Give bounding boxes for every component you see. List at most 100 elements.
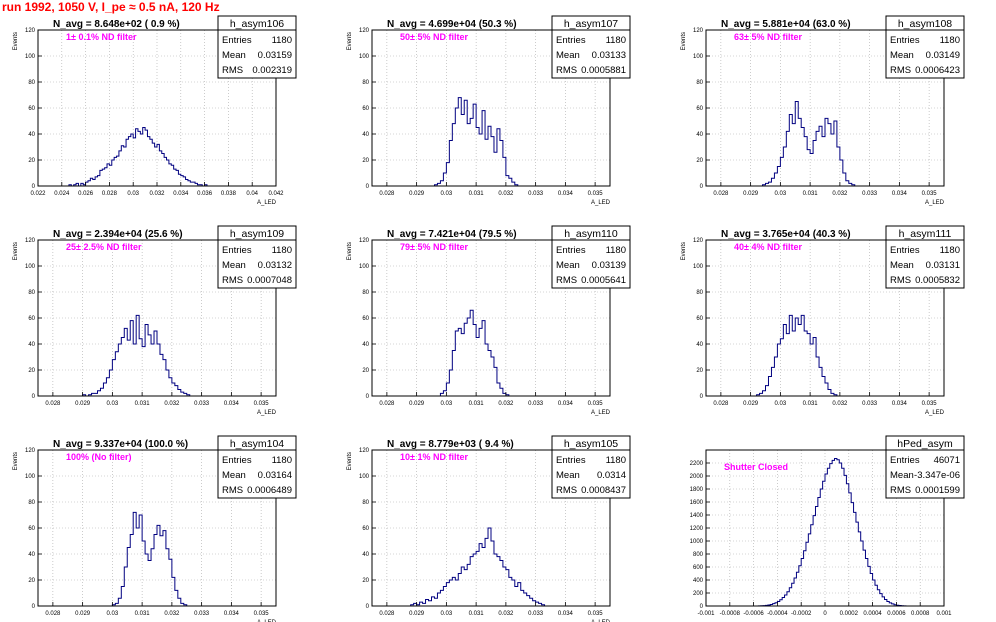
x-tick-label: 0.033 bbox=[194, 611, 210, 617]
x-tick-label: 0.03 bbox=[441, 401, 453, 407]
y-axis-label: Events bbox=[347, 32, 353, 50]
stats-entries-value: 1180 bbox=[606, 35, 626, 46]
y-tick-label: 40 bbox=[28, 342, 35, 348]
y-tick-label: 40 bbox=[362, 342, 369, 348]
histogram-outline bbox=[756, 314, 838, 396]
stats-rms-value: 0.002319 bbox=[252, 65, 292, 76]
stats-box bbox=[217, 225, 297, 289]
stats-entries-value: 1180 bbox=[940, 35, 960, 46]
y-tick-label: 100 bbox=[25, 264, 36, 270]
stats-rms-value: 0.0001599 bbox=[915, 485, 960, 496]
y-tick-label: 0 bbox=[366, 604, 370, 610]
x-tick-label: 0.035 bbox=[254, 401, 270, 407]
y-tick-label: 1200 bbox=[690, 526, 704, 532]
stats-rms-value: 0.0005832 bbox=[915, 275, 960, 286]
stats-rms-value: 0.0007048 bbox=[247, 275, 292, 286]
stats-entries-value: 46071 bbox=[934, 455, 960, 466]
y-tick-label: 60 bbox=[28, 316, 35, 322]
filter-label: 50± 5% ND filter bbox=[400, 32, 468, 42]
stats-rms-value: 0.0005881 bbox=[581, 65, 626, 76]
y-tick-label: 60 bbox=[362, 526, 369, 532]
y-tick-label: 60 bbox=[696, 106, 703, 112]
x-tick-label: 0.03 bbox=[107, 611, 119, 617]
x-tick-label: 0.035 bbox=[254, 611, 270, 617]
y-tick-label: 20 bbox=[362, 578, 369, 584]
histogram-panel-h_asym105: 0.028 0.029 0.03 0.031 0.032 0.033 0.034 0.035 0… bbox=[347, 435, 631, 622]
y-tick-label: 100 bbox=[693, 54, 704, 60]
x-tick-label: 0.029 bbox=[75, 611, 91, 617]
y-tick-label: 100 bbox=[359, 474, 370, 480]
y-tick-label: 60 bbox=[28, 106, 35, 112]
x-tick-label: 0.034 bbox=[173, 191, 189, 197]
y-axis-label: Events bbox=[347, 452, 353, 470]
stats-mean-value: 0.0314 bbox=[597, 470, 626, 481]
stats-box bbox=[551, 225, 631, 289]
x-tick-label: 0.035 bbox=[922, 191, 938, 197]
histogram-outline bbox=[111, 511, 188, 606]
y-tick-label: 60 bbox=[362, 316, 369, 322]
x-tick-label: 0.042 bbox=[268, 191, 284, 197]
x-tick-label: 0.028 bbox=[713, 401, 729, 407]
filter-label: Shutter Closed bbox=[724, 462, 788, 472]
stats-box bbox=[885, 225, 965, 289]
y-tick-label: 80 bbox=[696, 290, 703, 296]
x-tick-label: 0.035 bbox=[588, 191, 604, 197]
stats-rms-value: 0.0006423 bbox=[915, 65, 960, 76]
histogram-panel-h_asym111: 0.028 0.029 0.03 0.031 0.032 0.033 0.034 0.035 0… bbox=[681, 225, 965, 416]
y-tick-label: 0 bbox=[32, 184, 36, 190]
x-tick-label: 0.0008 bbox=[911, 611, 930, 617]
histogram-name: h_asym107 bbox=[564, 18, 618, 30]
x-tick-label: 0.03 bbox=[441, 191, 453, 197]
x-tick-label: 0.029 bbox=[75, 401, 91, 407]
x-tick-label: 0.031 bbox=[135, 401, 151, 407]
n-avg-label: N_avg = 9.337e+04 (100.0 %) bbox=[53, 439, 188, 450]
filter-label: 63± 5% ND filter bbox=[734, 32, 802, 42]
n-avg-label: N_avg = 4.699e+04 (50.3 %) bbox=[387, 19, 517, 30]
stats-rms-label: RMS bbox=[556, 275, 577, 286]
x-tick-label: 0.033 bbox=[528, 191, 544, 197]
x-tick-label: 0.03 bbox=[107, 401, 119, 407]
stats-box bbox=[885, 435, 965, 499]
stats-rms-label: RMS bbox=[890, 485, 911, 496]
stats-rms-value: 0.0006489 bbox=[247, 485, 292, 496]
stats-rms-label: RMS bbox=[222, 65, 243, 76]
stats-entries-value: 1180 bbox=[940, 245, 960, 256]
histogram-outline bbox=[410, 527, 546, 606]
y-tick-label: 40 bbox=[362, 132, 369, 138]
x-tick-label: 0.034 bbox=[892, 191, 908, 197]
stats-entries-label: Entries bbox=[556, 35, 586, 46]
histogram-panel-h_asym109: 0.028 0.029 0.03 0.031 0.032 0.033 0.034 0.035 0… bbox=[13, 225, 297, 416]
y-tick-label: 2200 bbox=[690, 461, 704, 467]
x-tick-label: 0.033 bbox=[528, 401, 544, 407]
stats-box bbox=[551, 435, 631, 499]
stats-rms-label: RMS bbox=[890, 65, 911, 76]
stats-entries-value: 1180 bbox=[606, 455, 626, 466]
x-tick-label: 0.029 bbox=[409, 611, 425, 617]
y-tick-label: 40 bbox=[696, 132, 703, 138]
stats-entries-label: Entries bbox=[556, 455, 586, 466]
y-tick-label: 40 bbox=[28, 132, 35, 138]
y-axis-label: Events bbox=[347, 242, 353, 260]
x-tick-label: 0.029 bbox=[743, 401, 759, 407]
x-tick-label: 0.032 bbox=[149, 191, 165, 197]
filter-label: 100% (No filter) bbox=[66, 452, 132, 462]
stats-mean-label: Mean bbox=[556, 50, 580, 61]
x-tick-label: 0.035 bbox=[922, 401, 938, 407]
x-tick-label: 0.035 bbox=[588, 611, 604, 617]
stats-mean-value: 0.03149 bbox=[926, 50, 960, 61]
stats-entries-label: Entries bbox=[890, 245, 920, 256]
stats-mean-value: 0.03159 bbox=[258, 50, 292, 61]
x-axis-label: A_LED bbox=[925, 410, 945, 416]
stats-mean-label: Mean bbox=[222, 50, 246, 61]
x-tick-label: 0 bbox=[823, 611, 827, 617]
histogram-outline bbox=[762, 101, 856, 186]
stats-rms-label: RMS bbox=[222, 485, 243, 496]
stats-mean-value: -3.347e-06 bbox=[914, 470, 960, 481]
stats-mean-value: 0.03164 bbox=[258, 470, 292, 481]
stats-entries-label: Entries bbox=[222, 35, 252, 46]
x-tick-label: 0.029 bbox=[743, 191, 759, 197]
y-tick-label: 60 bbox=[362, 106, 369, 112]
y-tick-label: 60 bbox=[28, 526, 35, 532]
y-tick-label: 20 bbox=[362, 158, 369, 164]
